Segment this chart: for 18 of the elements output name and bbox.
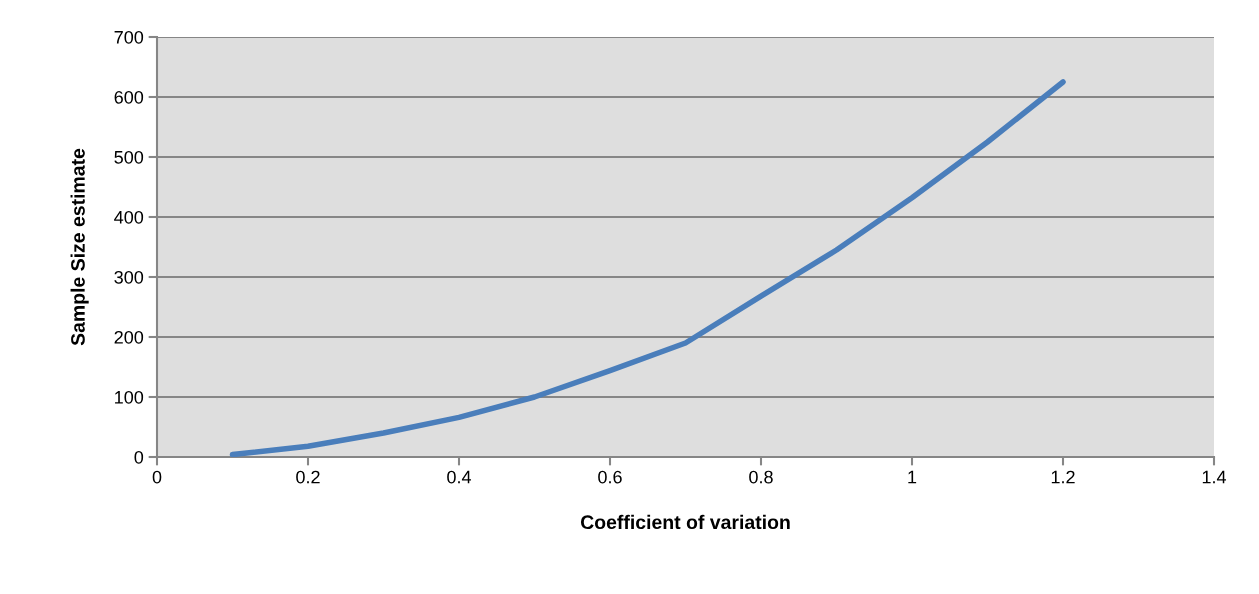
x-tick-label: 1.2 (1051, 470, 1075, 484)
y-axis-title: Sample Size estimate (70, 148, 89, 346)
x-tick-label: 1 (908, 470, 917, 484)
y-tick-label: 200 (114, 330, 144, 344)
x-tick-label: 0.2 (296, 470, 320, 484)
y-tick-label: 100 (115, 390, 144, 404)
y-tick-label: 300 (114, 270, 144, 284)
x-tick-label: 0 (152, 470, 162, 484)
y-tick-label: 700 (114, 30, 144, 44)
y-tick-label: 0 (134, 450, 144, 464)
x-tick-label: 0.6 (598, 470, 622, 484)
x-tick-label: 1.4 (1202, 470, 1227, 484)
y-tick-label: 500 (114, 150, 144, 164)
x-tick-label: 0.8 (749, 470, 773, 484)
y-tick-label: 400 (114, 210, 144, 224)
x-tick-label: 0.4 (447, 470, 472, 484)
x-axis-title: Coefficient of variation (580, 514, 790, 530)
y-tick-label: 600 (114, 90, 144, 104)
